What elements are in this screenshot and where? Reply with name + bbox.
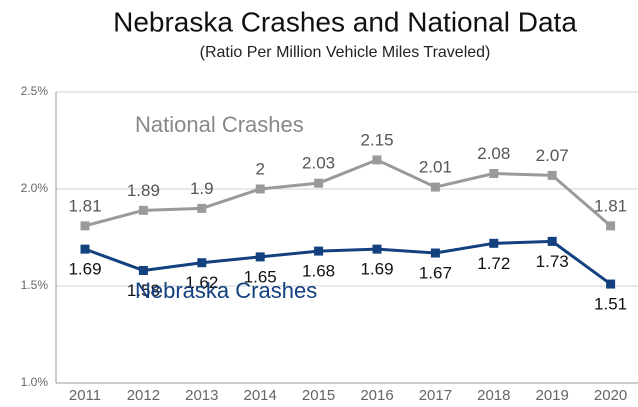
data-label: 1.58 bbox=[127, 281, 160, 300]
series-marker bbox=[430, 248, 440, 258]
series-marker bbox=[197, 258, 207, 268]
data-label: 2.15 bbox=[360, 130, 393, 149]
x-tick-label: 2014 bbox=[244, 387, 277, 404]
data-label: 1.72 bbox=[477, 254, 510, 273]
x-tick-label: 2011 bbox=[69, 387, 101, 404]
series-line bbox=[84, 239, 612, 286]
series-marker bbox=[138, 205, 148, 215]
series-label: National Crashes bbox=[135, 112, 304, 137]
y-tick-label: 2.0% bbox=[21, 181, 49, 195]
data-label: 1.67 bbox=[419, 264, 452, 283]
data-label: 1.81 bbox=[68, 196, 101, 215]
x-tick-label: 2019 bbox=[536, 387, 569, 404]
chart-subtitle: (Ratio Per Million Vehicle Miles Travele… bbox=[200, 44, 491, 61]
series-marker bbox=[489, 238, 499, 248]
x-tick-label: 2013 bbox=[185, 387, 218, 404]
series-marker bbox=[80, 221, 90, 231]
data-label: 1.73 bbox=[536, 252, 569, 271]
data-label: 1.81 bbox=[594, 196, 627, 215]
series-marker bbox=[80, 244, 90, 254]
series-marker bbox=[197, 203, 207, 213]
series-marker bbox=[314, 178, 324, 188]
series-marker bbox=[372, 244, 382, 254]
series-marker bbox=[255, 252, 265, 262]
data-label: 1.89 bbox=[127, 181, 160, 200]
series-marker bbox=[489, 168, 499, 178]
data-label: 1.69 bbox=[360, 260, 393, 279]
data-label: 1.62 bbox=[185, 273, 218, 292]
y-tick-label: 1.5% bbox=[21, 278, 49, 292]
chart-title: Nebraska Crashes and National Data bbox=[113, 6, 577, 37]
series-marker bbox=[547, 236, 557, 246]
series-label: Nebraska Crashes bbox=[135, 278, 317, 303]
series-marker bbox=[255, 184, 265, 194]
x-tick-label: 2012 bbox=[127, 387, 160, 404]
data-label: 2.03 bbox=[302, 154, 335, 173]
series-marker bbox=[430, 182, 440, 192]
data-label: 1.51 bbox=[594, 295, 627, 314]
series-line bbox=[84, 158, 612, 228]
data-label: 2.08 bbox=[477, 144, 510, 163]
data-label: 1.68 bbox=[302, 262, 335, 281]
x-tick-label: 2015 bbox=[302, 387, 335, 404]
series-marker bbox=[372, 155, 382, 165]
series-marker bbox=[547, 170, 557, 180]
y-tick-label: 1.0% bbox=[21, 375, 49, 389]
x-tick-label: 2020 bbox=[594, 387, 627, 404]
data-label: 2.01 bbox=[419, 158, 452, 177]
x-tick-label: 2016 bbox=[360, 387, 393, 404]
x-tick-label: 2017 bbox=[419, 387, 452, 404]
data-label: 2 bbox=[255, 159, 264, 178]
series-marker bbox=[606, 279, 616, 289]
data-label: 1.9 bbox=[190, 179, 214, 198]
series-marker bbox=[138, 265, 148, 275]
series-marker bbox=[606, 221, 616, 231]
data-label: 1.65 bbox=[244, 267, 277, 286]
data-label: 1.69 bbox=[68, 260, 101, 279]
data-label: 2.07 bbox=[536, 146, 569, 165]
x-tick-label: 2018 bbox=[477, 387, 510, 404]
y-tick-label: 2.5% bbox=[21, 84, 49, 98]
series-marker bbox=[314, 246, 324, 256]
